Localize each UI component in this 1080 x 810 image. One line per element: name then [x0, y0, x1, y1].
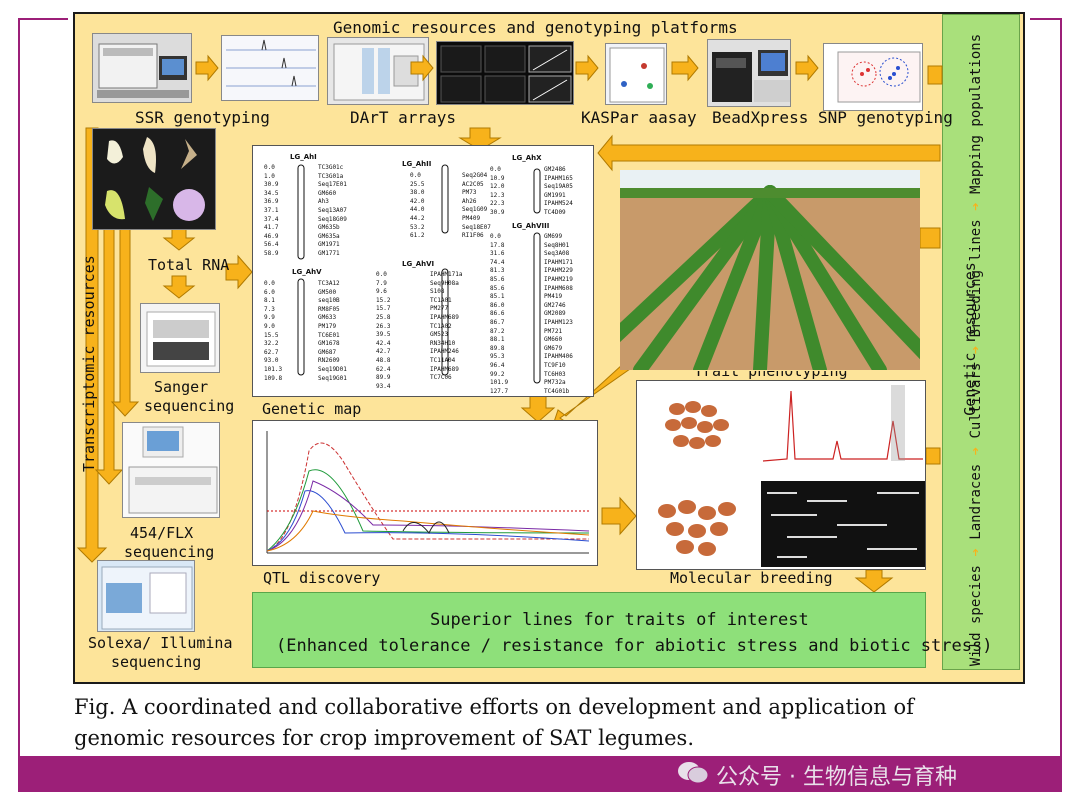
total-rna-label: Total RNA — [148, 256, 230, 274]
lg-loci-2: Seq2G04 AC2C05 PM73 Ah26 Seq1G09 PM409 S… — [462, 172, 491, 240]
chain-arrow-icon: ➔ — [968, 202, 984, 211]
molecular-breeding-panel — [636, 380, 926, 570]
lg-title-4: LG_AhV — [292, 268, 322, 276]
frame-top-left-line — [18, 18, 68, 20]
trait-phenotyping-label: Trait phenotyping — [694, 362, 848, 380]
bottom-bar — [18, 756, 1062, 792]
plant-tissue-samples-image — [92, 128, 216, 230]
chain-arrow-icon: ➔ — [968, 446, 984, 456]
field-trial-photo — [620, 170, 920, 370]
qtl-plot-panel — [252, 420, 598, 566]
lg-loci-1: TC3G01c TC3G01a Seq17E01 GM660 Ah3 Seq13… — [318, 164, 347, 257]
chain-breeding-lines: Breeding lines — [968, 219, 984, 338]
superior-lines-title: Superior lines for traits of interest — [430, 610, 809, 630]
lg-loci-4: TC3A12 GM500 seq10B RM8F05 GM633 PM179 T… — [318, 280, 347, 382]
lg-title-1: LG_AhI — [290, 153, 317, 161]
superior-lines-subtitle: (Enhanced tolerance / resistance for abi… — [276, 636, 993, 656]
ssr-electropherogram-image — [221, 35, 319, 101]
dart-arrays-label: DArT arrays — [350, 108, 456, 127]
frame-right-line — [1060, 18, 1062, 758]
genetic-map-label: Genetic map — [262, 400, 362, 418]
wechat-icon — [676, 760, 710, 786]
chain-arrow-icon: ➔ — [968, 548, 984, 557]
illumina-sequencer-photo — [97, 560, 195, 632]
ssr-genotyping-label: SSR genotyping — [135, 108, 270, 127]
qtl-discovery-label: QTL discovery — [263, 569, 381, 587]
flx-label-1: 454/FLX — [130, 524, 194, 542]
lg-loci-6: GM699 Seq8H01 Seq3A08 IPAHM171 IPAHM229 … — [544, 233, 573, 395]
genetic-resources-chain: Wild species ➔ Landraces ➔ Cultivars ➔ B… — [968, 18, 988, 682]
kaspar-assay-label: KASPar aasay — [581, 108, 697, 127]
sanger-sequencer-photo — [140, 303, 220, 373]
lg-positions-2: 0.0 25.5 38.0 42.0 44.0 44.2 53.2 61.2 — [410, 172, 425, 240]
lg-positions-1: 0.0 1.0 30.9 34.5 36.9 37.1 37.4 41.7 46… — [264, 164, 279, 257]
genetic-resources-column — [942, 14, 1020, 670]
flx-label-2: sequencing — [124, 543, 215, 561]
kaspar-plot-image — [605, 43, 667, 105]
sanger-label-1: Sanger — [154, 378, 209, 396]
chain-arrow-icon: ➔ — [968, 345, 984, 355]
linkage-group-bars — [297, 164, 541, 384]
dart-machine-photo — [327, 37, 429, 105]
figure-caption-line2: genomic resources for crop improvement o… — [74, 726, 694, 750]
chain-cultivars: Cultivars — [968, 362, 984, 439]
snp-scatter-plot-image — [823, 43, 923, 111]
transcriptomic-resources-label: Transcriptomic resources — [80, 255, 98, 472]
illumina-label-1: Solexa/ Illumina — [88, 634, 233, 652]
lg-title-6: LG_AhVIII — [512, 222, 550, 230]
lg-title-3: LG_AhX — [512, 154, 542, 162]
illumina-label-2: sequencing — [111, 653, 202, 671]
dart-array-image — [436, 41, 574, 105]
superior-lines-box — [252, 592, 926, 668]
chain-wild-species: Wild species — [968, 565, 984, 667]
chain-landraces: Landraces — [968, 463, 984, 540]
lg-title-5: LG_AhVI — [402, 260, 435, 268]
lg-title-2: LG_AhII — [402, 160, 432, 168]
sanger-label-2: sequencing — [144, 397, 235, 415]
molecular-breeding-label: Molecular breeding — [670, 569, 833, 587]
flx-sequencer-photo — [122, 422, 220, 518]
lg-positions-6: 0.0 17.8 31.6 74.4 81.3 85.6 85.6 85.1 8… — [490, 233, 509, 395]
ssr-genotyper-photo — [92, 33, 192, 103]
figure-caption-line1: Fig. A coordinated and collaborative eff… — [74, 695, 914, 719]
lg-positions-4: 0.0 6.0 8.1 7.3 9.9 9.0 15.5 32.2 62.7 9… — [264, 280, 283, 382]
chain-mapping-populations: Mapping populations — [968, 33, 984, 195]
frame-top-right-line — [1030, 18, 1062, 20]
lg-loci-5: IPAHM171a Seq9H08a S108 TC1A01 PM277 IPA… — [430, 271, 463, 382]
lg-loci-3: GM2486 IPAHM165 Seq19A05 GM1991 IPAHM524… — [544, 166, 573, 216]
beadxpress-label: BeadXpress SNP genotyping — [712, 108, 953, 127]
frame-left-line — [18, 18, 20, 758]
lg-positions-3: 0.0 10.9 12.0 12.3 22.3 30.9 — [490, 166, 505, 216]
watermark-text: 公众号 · 生物信息与育种 — [716, 765, 957, 790]
lg-positions-5: 0.0 7.9 9.6 15.2 15.7 25.8 26.3 39.5 42.… — [376, 271, 391, 390]
beadxpress-machine-photo — [707, 39, 791, 107]
genomic-resources-title: Genomic resources and genotyping platfor… — [333, 18, 738, 37]
